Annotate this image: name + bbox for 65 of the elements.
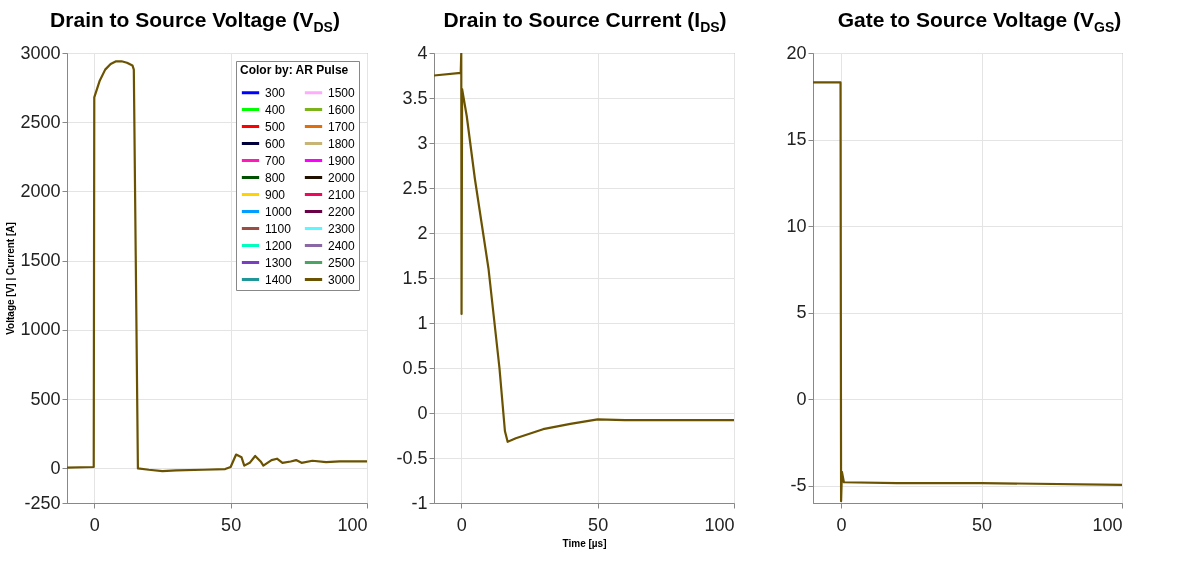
legend-label: 500: [265, 119, 286, 134]
y-tick-label: -1: [411, 492, 428, 513]
x-tick-label: 0: [836, 514, 847, 535]
y-tick-label: -250: [24, 492, 61, 513]
legend-label: 300: [265, 85, 286, 100]
y-tick-label: 2: [417, 222, 428, 243]
x-tick-label: 0: [456, 514, 467, 535]
legend-label: 2500: [328, 255, 356, 270]
legend-label: 1200: [265, 238, 293, 253]
legend-label: 900: [265, 187, 286, 202]
y-tick-label: 0: [417, 402, 428, 423]
y-tick-label: 10: [786, 215, 807, 236]
y-tick-label: 3: [417, 132, 428, 153]
legend-label: 1400: [265, 272, 293, 287]
legend-label: 800: [265, 170, 286, 185]
y-tick-label: -5: [790, 475, 807, 496]
x-tick-label: 50: [972, 514, 993, 535]
x-tick-label: 50: [221, 514, 242, 535]
x-tick-label: 100: [337, 514, 368, 535]
y-axis-title: Voltage [V] | Current [A]: [5, 222, 17, 335]
legend-label: 1500: [328, 85, 356, 100]
x-tick-label: 100: [1092, 514, 1123, 535]
legend-label: 2200: [328, 204, 356, 219]
y-tick-label: 3.5: [402, 87, 428, 108]
y-tick-label: 1500: [20, 250, 61, 271]
legend-label: 2100: [328, 187, 356, 202]
legend-label: 3000: [328, 272, 356, 287]
y-tick-label: 15: [786, 129, 807, 150]
y-tick-label: 500: [30, 388, 61, 409]
y-tick-label: 1.5: [402, 267, 428, 288]
legend-label: 600: [265, 136, 286, 151]
y-tick-label: 5: [796, 302, 807, 323]
y-tick-label: 0.5: [402, 357, 428, 378]
legend-title: Color by: AR Pulse: [240, 63, 349, 77]
y-tick-label: 4: [417, 42, 428, 63]
x-tick-label: 100: [704, 514, 735, 535]
legend-label: 1300: [265, 255, 293, 270]
chart-title: Drain to Source Voltage (V$_{DS}$): [49, 7, 341, 38]
y-tick-label: 1000: [20, 319, 61, 340]
x-axis-title: Time [µs]: [562, 537, 607, 549]
x-tick-label: 50: [588, 514, 609, 535]
line-series: [67, 60, 367, 473]
legend-label: 1100: [265, 221, 292, 236]
legend-label: 1900: [328, 153, 356, 168]
legend-label: 2000: [328, 170, 356, 185]
chart-title: Drain to Source Current (I$_{DS}$): [442, 7, 728, 38]
y-tick-label: 3000: [20, 42, 61, 63]
legend-label: 1800: [328, 136, 356, 151]
y-tick-label: 0: [50, 457, 61, 478]
legend-label: 400: [265, 102, 286, 117]
legend-label: 2400: [328, 238, 356, 253]
y-tick-label: 20: [786, 42, 807, 63]
x-tick-label: 0: [89, 514, 100, 535]
y-tick-label: 2000: [20, 180, 61, 201]
y-tick-label: 1: [417, 312, 428, 333]
y-tick-label: 0: [796, 388, 807, 409]
legend-label: 700: [265, 153, 286, 168]
y-tick-label: 2.5: [402, 177, 428, 198]
legend-label: 1700: [328, 119, 356, 134]
chart-title: Gate to Source Voltage (V$_{GS}$): [836, 7, 1123, 38]
legend-label: 1600: [328, 102, 356, 117]
legend-label: 2300: [328, 221, 356, 236]
legend-label: 1000: [265, 204, 293, 219]
y-tick-label: -0.5: [396, 447, 428, 468]
y-tick-label: 2500: [20, 111, 61, 132]
